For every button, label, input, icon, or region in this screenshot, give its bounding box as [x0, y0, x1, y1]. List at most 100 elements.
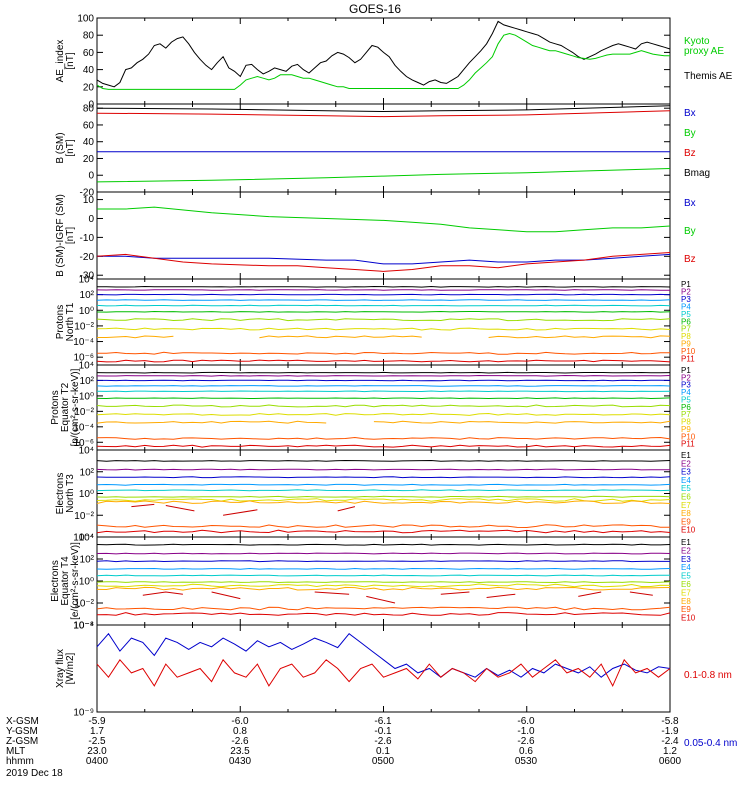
y-tick-label: -30	[80, 271, 95, 282]
y-tick-label: 0	[88, 214, 94, 225]
channel-label-P1: P1	[681, 280, 691, 289]
y-tick-label: 10	[83, 195, 95, 206]
orbit-value: -5.9	[88, 716, 106, 727]
orbit-value: 0.1	[376, 746, 390, 757]
y-tick-label: 10²	[80, 555, 95, 566]
panel-bigrf: -30 -20 -10 0 10 B (SM)-IGRF (SM) [nT] Bx By Bz	[55, 191, 696, 282]
orbit-row-label: hhmm	[6, 756, 34, 767]
legend-entry: Bx	[684, 108, 696, 119]
channel-line-P10	[96, 436, 671, 440]
channel-line-P3	[96, 293, 671, 296]
channel-line-P11	[96, 359, 671, 363]
channel-line-P8	[96, 412, 671, 416]
y-tick-label: -20	[80, 188, 95, 199]
channel-line-P3	[97, 379, 671, 382]
channel-label-P5: P5	[681, 310, 691, 319]
y-axis-label: AE_index	[55, 40, 66, 83]
channel-line-E10	[96, 529, 671, 534]
series-line-0	[97, 206, 671, 233]
orbit-row-label: MLT	[6, 746, 25, 757]
channel-line-E8	[96, 500, 671, 504]
channel-line-P11	[96, 444, 671, 448]
orbit-value: -0.1	[374, 726, 392, 737]
series-line-1	[96, 32, 670, 90]
channel-label-P7: P7	[681, 325, 691, 334]
channel-label-P3: P3	[681, 381, 691, 390]
channel-line-P5	[96, 390, 671, 393]
orbit-value: 1.2	[663, 746, 677, 757]
series-line-3	[96, 168, 671, 183]
legend-entry: By	[684, 128, 696, 139]
y-tick-label: 10⁻⁴	[73, 621, 94, 632]
series-line-0	[96, 20, 671, 88]
channel-line-E6	[96, 495, 671, 498]
orbit-value: -6.1	[374, 716, 392, 727]
y-tick-label: 10⁰	[79, 306, 94, 317]
orbit-value: 0500	[372, 756, 395, 767]
channel-line-P7	[96, 318, 671, 322]
y-tick-label: 10⁻²	[74, 321, 94, 332]
y-tick-label: 10⁰	[79, 391, 94, 402]
y-tick-label: 10⁻²	[74, 407, 94, 418]
channel-fragment	[486, 593, 516, 598]
channel-line-P6	[96, 397, 671, 400]
channel-label-E5: E5	[681, 484, 691, 493]
y-axis-label: [nT]	[65, 52, 76, 69]
orbit-row-label: Y-GSM	[6, 726, 38, 737]
channel-label-E6: E6	[681, 493, 691, 502]
y-tick-label: 0	[88, 171, 94, 182]
legend-entry: Bz	[684, 254, 696, 265]
channel-fragment	[314, 591, 350, 595]
channel-label-P9: P9	[681, 425, 691, 434]
y-tick-label: 10⁴	[79, 446, 94, 457]
channel-fragment	[131, 503, 155, 508]
channel-fragment	[578, 591, 602, 597]
y-axis-label: Electrons	[50, 560, 61, 602]
legend-entry: Bmag	[684, 168, 710, 179]
y-tick-label: 10⁻⁴	[73, 422, 94, 433]
panel-frame	[96, 536, 671, 626]
y-axis-label: Equator T2	[60, 382, 71, 432]
legend-entry: Bx	[684, 198, 696, 209]
y-axis-label: [nT]	[65, 227, 76, 244]
panel-frame	[96, 278, 671, 366]
channel-line-P9	[96, 420, 671, 424]
orbit-value: 0430	[229, 756, 252, 767]
orbit-value: -5.8	[661, 716, 679, 727]
panel-frame	[96, 103, 671, 193]
y-tick-label: 40	[83, 137, 95, 148]
orbit-value: 23.0	[87, 746, 107, 757]
channel-label-P6: P6	[681, 403, 691, 412]
channel-label-P8: P8	[681, 418, 691, 427]
channel-label-P2: P2	[681, 373, 691, 382]
y-axis-label: North T3	[65, 474, 76, 513]
y-tick-label: -10	[80, 233, 95, 244]
orbit-table: X-GSM -5.9 -6.0 -6.1 -6.0 -5.8 Y-GSM 1.7 0.8 -0.1…	[6, 716, 682, 767]
channel-label-E3: E3	[681, 555, 691, 564]
orbit-row-label: X-GSM	[6, 716, 39, 727]
channel-line-E5	[96, 574, 670, 577]
y-axis-label: [e/(cm²-s-sr-keV)]	[70, 542, 81, 620]
channel-line-P8	[96, 327, 671, 331]
channel-fragment	[165, 505, 195, 512]
orbit-value: 0400	[86, 756, 109, 767]
channel-line-P4	[96, 385, 671, 387]
series-line-0	[96, 632, 671, 678]
channel-line-P1	[97, 285, 671, 288]
channel-label-E8: E8	[681, 509, 691, 518]
channel-label-P5: P5	[681, 395, 691, 404]
panel-p_eq: 10⁴ 10² 10⁰ 10⁻² 10⁻⁴ 10⁻⁶ Protons Equator T2 [p…	[50, 361, 696, 451]
channel-label-E9: E9	[681, 605, 691, 614]
y-axis-label: North T1	[65, 302, 76, 341]
channel-line-E2	[96, 468, 670, 471]
y-axis-label: Equator T4	[60, 556, 71, 606]
date-label: 2019 Dec 18	[6, 768, 63, 779]
legend-entry: By	[684, 226, 696, 237]
channel-line-P10	[97, 351, 670, 355]
y-tick-label: 10⁰	[79, 577, 94, 588]
y-axis-label: [W/m2]	[65, 652, 76, 684]
y-axis-label: [nT]	[65, 139, 76, 156]
y-tick-label: 10²	[80, 290, 95, 301]
y-tick-label: 10⁴	[79, 361, 94, 372]
